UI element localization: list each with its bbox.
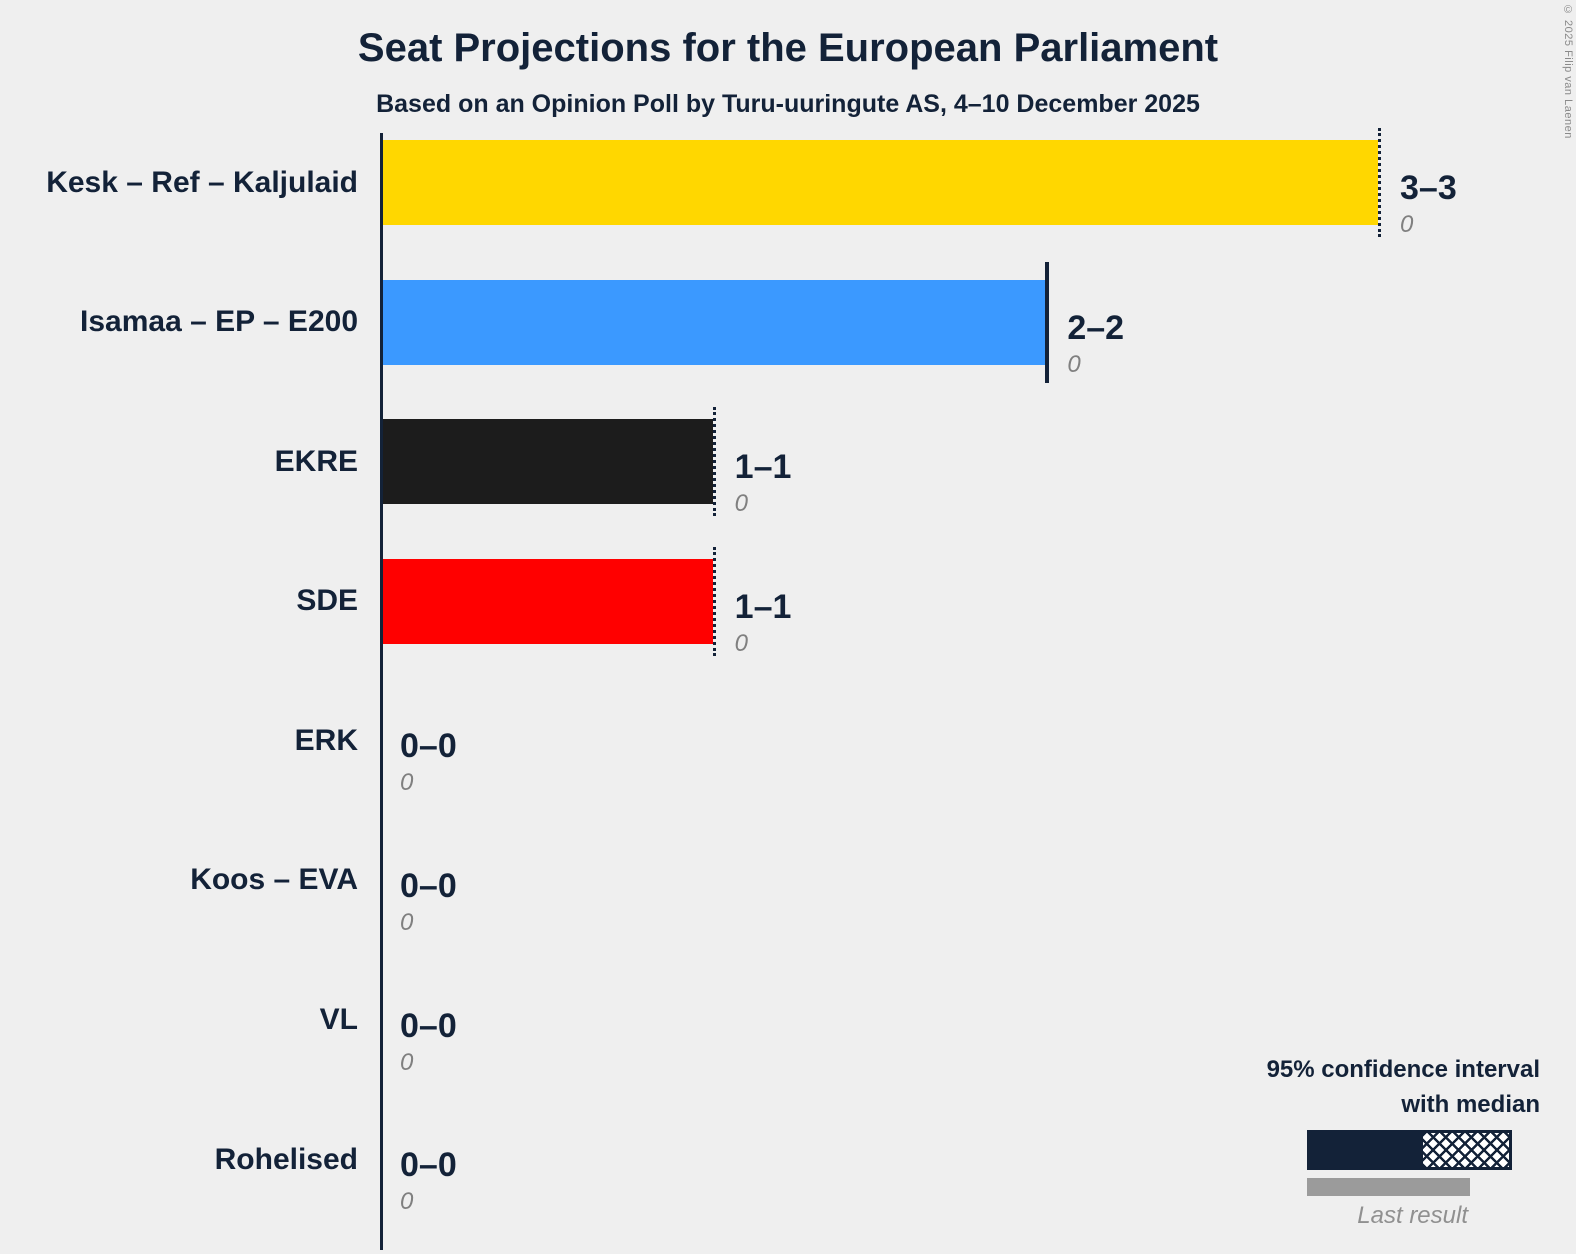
chart-rows: Kesk – Ref – Kaljulaid 3–3 0 Isamaa – EP – … bbox=[0, 128, 1576, 1250]
value-labels: 0–0 0 bbox=[400, 1145, 457, 1217]
copyright-text: © 2025 Filip van Laenen bbox=[1562, 4, 1574, 139]
plot-area: 0–0 0 bbox=[380, 838, 1576, 936]
median-line bbox=[1378, 128, 1381, 237]
chart-row: ERK 0–0 0 bbox=[0, 691, 1576, 831]
value-labels: 0–0 0 bbox=[400, 1006, 457, 1078]
value-labels: 1–1 0 bbox=[735, 587, 792, 659]
category-label: Koos – EVA bbox=[190, 863, 358, 897]
value-labels: 2–2 0 bbox=[1067, 308, 1124, 380]
chart-row: Isamaa – EP – E200 2–2 0 bbox=[0, 261, 1576, 413]
ci-bar bbox=[380, 419, 713, 505]
ci-range-label: 0–0 bbox=[400, 727, 457, 766]
plot-area: 0–0 0 bbox=[380, 1117, 1576, 1215]
chart-row: Rohelised 0–0 0 bbox=[0, 1110, 1576, 1250]
plot-area: 1–1 0 bbox=[380, 546, 1576, 657]
value-labels: 3–3 0 bbox=[1400, 168, 1457, 240]
legend-ci-solid-sample bbox=[1307, 1130, 1420, 1170]
chart-subtitle: Based on an Opinion Poll by Turu-uuringu… bbox=[376, 90, 1200, 118]
chart-row: SDE 1–1 0 bbox=[0, 546, 1576, 692]
last-result-label: 0 bbox=[1400, 211, 1414, 238]
chart-row: VL 0–0 0 bbox=[0, 971, 1576, 1111]
category-label: EKRE bbox=[274, 444, 358, 478]
plot-area: 0–0 0 bbox=[380, 978, 1576, 1076]
chart-row: Kesk – Ref – Kaljulaid 3–3 0 bbox=[0, 128, 1576, 273]
legend-last-result-bar bbox=[1307, 1178, 1470, 1196]
legend-ci-label: 95% confidence interval bbox=[1266, 1056, 1540, 1083]
plot-area: 3–3 0 bbox=[380, 128, 1576, 238]
ci-bar bbox=[380, 279, 1046, 365]
category-label: Isamaa – EP – E200 bbox=[80, 305, 358, 339]
category-label: Kesk – Ref – Kaljulaid bbox=[46, 165, 358, 199]
ci-bar bbox=[380, 140, 1378, 225]
ci-range-label: 0–0 bbox=[400, 1146, 457, 1185]
y-axis-line bbox=[380, 133, 383, 1250]
ci-range-label: 0–0 bbox=[400, 1006, 457, 1045]
legend-ci-hatch-sample bbox=[1420, 1130, 1512, 1170]
chart-title: Seat Projections for the European Parlia… bbox=[357, 26, 1219, 70]
bar-chart: Kesk – Ref – Kaljulaid 3–3 0 Isamaa – EP – … bbox=[0, 128, 1576, 1250]
legend-ci-bar bbox=[1307, 1130, 1512, 1170]
legend-caption: 95% confidence interval with median bbox=[1240, 1052, 1540, 1122]
median-line bbox=[712, 407, 716, 517]
last-result-label: 0 bbox=[400, 1048, 414, 1076]
last-result-label: 0 bbox=[734, 490, 749, 518]
chart-row: Koos – EVA 0–0 0 bbox=[0, 831, 1576, 971]
category-label: SDE bbox=[296, 584, 358, 618]
legend-median-label: with median bbox=[1401, 1091, 1540, 1118]
ci-range-label: 0–0 bbox=[400, 866, 457, 905]
median-line bbox=[1045, 261, 1050, 383]
legend: 95% confidence interval with median Last… bbox=[1240, 1052, 1540, 1230]
category-label: Rohelised bbox=[214, 1142, 358, 1176]
last-result-label: 0 bbox=[400, 769, 414, 797]
value-labels: 0–0 0 bbox=[400, 726, 457, 798]
legend-last-result-label: Last result bbox=[1357, 1202, 1468, 1229]
median-line bbox=[712, 546, 716, 656]
ci-range-label: 2–2 bbox=[1067, 308, 1125, 347]
category-label: ERK bbox=[294, 723, 358, 757]
plot-area: 1–1 0 bbox=[380, 407, 1576, 517]
value-labels: 1–1 0 bbox=[735, 447, 792, 519]
plot-area: 2–2 0 bbox=[380, 261, 1576, 383]
ci-range-label: 1–1 bbox=[734, 448, 792, 487]
ci-range-label: 1–1 bbox=[734, 587, 792, 626]
last-result-label: 0 bbox=[1067, 350, 1081, 378]
last-result-label: 0 bbox=[734, 629, 749, 657]
value-labels: 0–0 0 bbox=[400, 866, 457, 938]
last-result-label: 0 bbox=[400, 908, 414, 936]
ci-bar bbox=[380, 558, 713, 644]
last-result-label: 0 bbox=[400, 1188, 414, 1216]
ci-range-label: 3–3 bbox=[1400, 169, 1457, 207]
category-label: VL bbox=[319, 1003, 358, 1037]
plot-area: 0–0 0 bbox=[380, 698, 1576, 796]
chart-row: EKRE 1–1 0 bbox=[0, 407, 1576, 552]
